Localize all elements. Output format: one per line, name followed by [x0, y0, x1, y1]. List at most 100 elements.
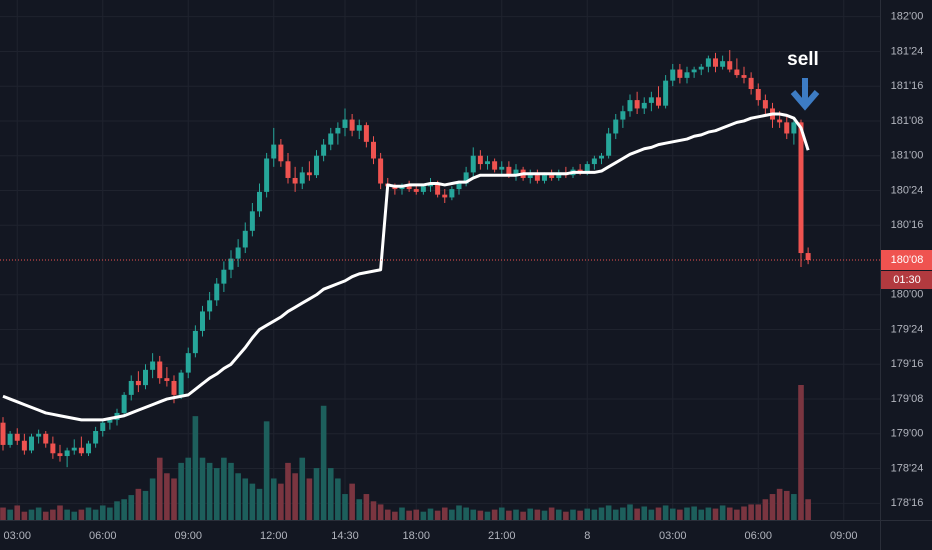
y-tick-label: 178'16: [891, 497, 924, 509]
candle-body: [534, 175, 540, 181]
volume-bar: [534, 509, 541, 520]
candle-body: [64, 450, 70, 457]
candle-body: [57, 453, 63, 457]
volume-bar: [691, 506, 697, 520]
candle-body: [285, 161, 291, 178]
candle-body: [684, 72, 690, 78]
candle-body: [435, 183, 441, 195]
volume-bar: [434, 510, 441, 520]
volume-bar: [726, 507, 733, 520]
volume-bar: [520, 511, 526, 520]
volume-bar: [249, 483, 256, 520]
y-tick-label: 179'08: [891, 393, 924, 405]
x-tick-label: 09:00: [174, 530, 202, 542]
candle-body: [727, 61, 733, 70]
candle-body: [135, 380, 141, 386]
volume-bar: [506, 510, 512, 520]
candle-body: [314, 155, 319, 176]
candle-body: [677, 69, 683, 78]
x-tick-label: 18:00: [402, 530, 430, 542]
volume-bar: [14, 505, 21, 520]
candle-body: [107, 419, 113, 423]
volume-bar: [527, 508, 534, 520]
candle-body: [499, 166, 505, 170]
candle-body: [378, 158, 384, 184]
candle-body: [755, 88, 761, 101]
volume-bar: [228, 462, 234, 520]
candle-body: [349, 119, 355, 131]
x-tick-label: 03:00: [3, 530, 31, 542]
candle-body: [584, 164, 590, 173]
candle-body: [100, 422, 106, 432]
volume-bar: [263, 421, 270, 520]
volume-bar: [192, 416, 199, 520]
volume-bar: [306, 478, 313, 520]
candle-body: [264, 158, 270, 192]
candle-body: [442, 194, 448, 198]
y-tick-label: 180'16: [891, 219, 924, 231]
x-tick-label: 03:00: [659, 530, 687, 542]
volume-bar: [584, 508, 591, 520]
volume-bar: [292, 473, 298, 520]
volume-bar: [92, 509, 99, 520]
volume-bar: [327, 468, 334, 520]
candle-body: [791, 122, 797, 134]
volume-bar: [648, 509, 655, 520]
volume-bar: [798, 385, 804, 520]
volume-bar: [299, 457, 306, 520]
volume-bar: [107, 507, 113, 520]
volume-bar: [748, 504, 754, 520]
candle-body: [299, 172, 305, 184]
candle-body: [648, 97, 654, 103]
y-tick-label: 182'00: [891, 11, 924, 23]
candle-body: [698, 66, 704, 70]
annotation: sell: [787, 49, 819, 70]
candle-body: [128, 380, 134, 395]
volume-bar: [78, 509, 85, 520]
candle-body: [164, 378, 170, 381]
volume-bar: [570, 509, 576, 520]
volume-bar: [71, 511, 78, 520]
volume-bar: [363, 494, 370, 520]
x-tick-label: 06:00: [89, 530, 117, 542]
candle-body: [221, 269, 227, 284]
y-tick-label: 178'24: [891, 462, 924, 474]
candle-body: [249, 211, 255, 231]
candle-body: [463, 172, 469, 184]
volume-bar: [634, 508, 640, 520]
x-tick-label: 8: [584, 530, 590, 542]
volume-bar: [627, 504, 633, 520]
volume-bar: [121, 499, 127, 520]
candle-body: [599, 155, 604, 159]
overlay: [0, 112, 880, 422]
candle-body: [143, 369, 148, 386]
candle-body: [178, 372, 184, 395]
x-tick-label: 14:30: [331, 530, 359, 542]
candle-body: [207, 300, 213, 312]
volume-bar: [377, 504, 384, 520]
countdown-box: [881, 271, 932, 289]
candle-body: [36, 433, 42, 437]
volume-bar: [456, 505, 462, 520]
volume-bar: [598, 507, 605, 520]
volume-bar: [242, 478, 249, 520]
candle-body: [271, 144, 277, 159]
candle-body: [805, 253, 811, 260]
candle-body: [292, 177, 298, 184]
candle-body: [734, 69, 740, 76]
volume-bar: [221, 457, 227, 520]
candle-body: [549, 175, 555, 178]
last-price-box: [881, 250, 932, 270]
volume-bar: [548, 507, 555, 520]
candle-body: [691, 69, 697, 73]
candle-body: [321, 144, 327, 156]
volume-bar: [498, 507, 505, 520]
candle-body: [14, 433, 20, 441]
volume-bar: [64, 509, 70, 520]
volume-bar: [285, 462, 291, 520]
volume-bar: [142, 490, 149, 520]
volume-bar: [477, 510, 484, 520]
volume-bar: [591, 509, 598, 520]
volume-bar: [335, 478, 341, 520]
